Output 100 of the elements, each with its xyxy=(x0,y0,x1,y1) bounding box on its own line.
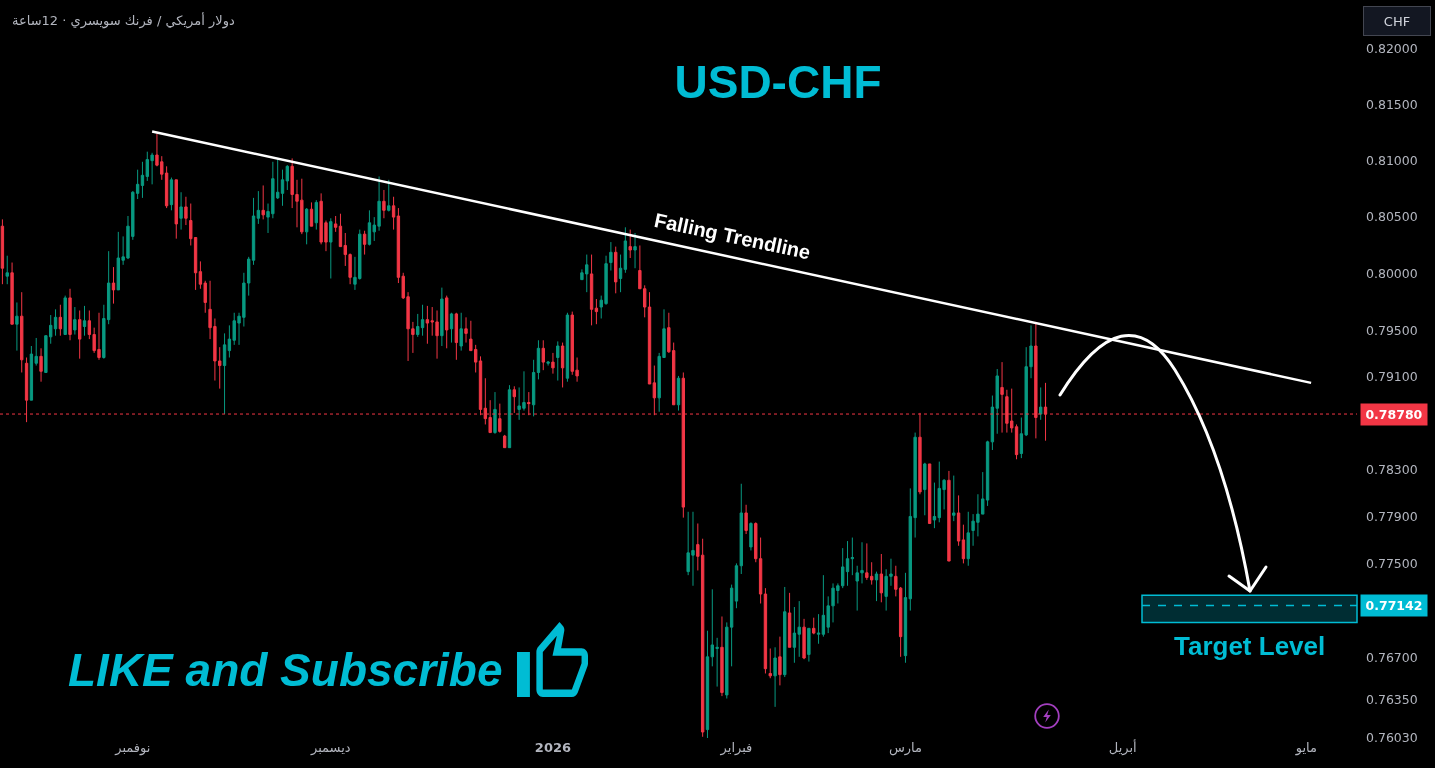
text: USD-CHF xyxy=(674,56,882,109)
candlestick xyxy=(309,201,314,227)
candlestick xyxy=(879,553,884,603)
y-tick-label: 0.81000 xyxy=(1366,153,1418,169)
x-tick-label: نوفمبر xyxy=(114,740,151,756)
candlestick xyxy=(927,463,932,524)
candlestick xyxy=(787,592,792,648)
candlestick xyxy=(333,215,338,233)
candlestick xyxy=(749,521,753,551)
candlestick xyxy=(768,648,772,679)
candlestick xyxy=(536,339,541,380)
candlestick xyxy=(387,179,391,211)
candlestick xyxy=(546,360,550,367)
candlestick xyxy=(763,587,768,674)
candlestick xyxy=(73,306,77,336)
annotation: LIKE and Subscribe xyxy=(68,644,503,696)
y-tick-label: 0.76030 xyxy=(1366,730,1418,746)
candlestick xyxy=(20,291,24,373)
candlestick xyxy=(507,384,512,449)
candlestick xyxy=(179,191,183,231)
candlestick xyxy=(773,646,777,708)
candlestick xyxy=(493,391,497,435)
candlestick xyxy=(614,246,618,294)
candlestick xyxy=(551,352,555,375)
candlestick xyxy=(459,312,463,352)
candlestick xyxy=(623,226,628,274)
candlestick xyxy=(821,574,826,638)
y-tick-label: 0.82000 xyxy=(1366,41,1418,57)
candlestick xyxy=(449,312,454,344)
candlestick xyxy=(556,340,560,382)
candlestick xyxy=(174,179,178,240)
y-tick-label: 0.80000 xyxy=(1366,266,1418,282)
candlestick xyxy=(0,218,5,285)
y-tick-label: 0.79500 xyxy=(1366,323,1418,339)
ref-line-label: 0.77142 xyxy=(1365,598,1423,613)
candlestick xyxy=(923,462,927,516)
x-tick-label: مايو xyxy=(1294,740,1317,756)
candlestick xyxy=(1039,386,1043,421)
candlestick xyxy=(425,305,430,345)
candlestick xyxy=(802,618,806,660)
candlestick xyxy=(947,470,951,562)
candlestick xyxy=(565,312,570,383)
candlestick xyxy=(783,586,787,678)
candlestick xyxy=(560,342,565,388)
candlestick xyxy=(618,254,623,293)
candlestick xyxy=(184,196,188,226)
text: CHF xyxy=(1383,13,1411,29)
annotation: Falling Trendline xyxy=(652,208,813,264)
candlestick xyxy=(807,627,811,663)
candlestick xyxy=(676,375,681,412)
text: دولار أمريكي / فرنك سويسري · 12ساعة xyxy=(12,12,235,29)
candlestick xyxy=(68,288,72,341)
candlestick xyxy=(845,540,850,587)
candlestick xyxy=(82,305,87,337)
y-tick-label: 0.76350 xyxy=(1366,692,1418,708)
x-tick-label: 2026 xyxy=(534,740,572,755)
candlestick xyxy=(541,339,545,371)
y-tick-label: 0.80500 xyxy=(1366,209,1418,225)
candlestick xyxy=(382,189,386,219)
candlestick xyxy=(609,241,613,272)
candlestick xyxy=(744,504,748,535)
candlestick xyxy=(367,209,372,246)
candlestick xyxy=(362,230,367,256)
candlestick xyxy=(111,266,116,305)
x-tick-label: أبريل xyxy=(1108,739,1137,756)
candlestick xyxy=(15,301,19,352)
candlestick xyxy=(285,164,290,191)
candlestick xyxy=(966,511,970,567)
y-tick-label: 0.77500 xyxy=(1366,555,1418,571)
candlestick xyxy=(10,262,14,325)
candlestick xyxy=(512,385,516,414)
candlestick xyxy=(720,615,724,697)
candlestick xyxy=(169,177,174,211)
candlestick xyxy=(633,232,637,269)
y-tick-label: 0.76700 xyxy=(1366,650,1418,666)
candlestick xyxy=(812,617,816,635)
candlestick xyxy=(304,207,309,245)
candlestick xyxy=(531,359,536,417)
y-tick-label: 0.81500 xyxy=(1366,96,1418,112)
band-label: Target Level xyxy=(1174,631,1326,661)
candlestick xyxy=(329,217,333,279)
y-tick-label: 0.77900 xyxy=(1366,508,1418,524)
candlestick xyxy=(445,295,449,349)
candlestick xyxy=(589,254,594,326)
x-tick-label: فبراير xyxy=(719,740,753,756)
x-tick-label: ديسمبر xyxy=(309,740,351,756)
candlestick xyxy=(874,571,879,602)
candlestick xyxy=(78,309,82,360)
y-tick-label: 0.78300 xyxy=(1366,462,1418,478)
candlestick xyxy=(63,295,67,336)
candlestick xyxy=(594,298,599,325)
y-tick-label: 0.79100 xyxy=(1366,369,1418,385)
candlestick xyxy=(222,332,227,415)
candlestick xyxy=(850,537,855,576)
candlestick xyxy=(502,434,507,449)
candlestick xyxy=(420,304,425,337)
candlestick xyxy=(956,494,961,547)
candlestick xyxy=(464,316,468,344)
candlestick xyxy=(391,196,396,231)
candlestick xyxy=(440,287,444,347)
